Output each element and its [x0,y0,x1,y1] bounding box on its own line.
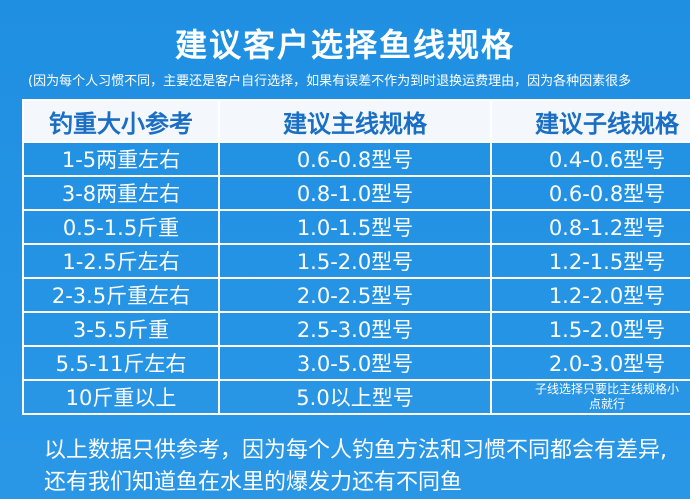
table-cell: 3.0-5.0型号 [218,345,492,381]
title: 建议客户选择鱼线规格 [174,26,515,64]
table-row: 10斤重以上 5.0以上型号 子线选择只要比主线规格小点就行 [22,379,690,415]
table-cell: 0.8-1.0型号 [218,175,492,211]
table-cell: 1-2.5斤左右 [22,243,220,279]
table-row: 3-8两重左右 0.8-1.0型号 0.6-0.8型号 [22,175,690,211]
column-header: 建议子线规格 [490,99,690,143]
table-cell: 1-5两重左右 [22,141,220,177]
header-row: 钓重大小参考 建议主线规格 建议子线规格 [22,99,690,143]
table-cell: 5.0以上型号 [218,379,492,415]
table-cell: 10斤重以上 [22,379,220,415]
column-header: 建议主线规格 [218,99,492,143]
table-cell: 2-3.5斤重左右 [22,277,220,313]
table-row: 1-2.5斤左右 1.5-2.0型号 1.2-1.5型号 [22,243,690,279]
table-cell: 子线选择只要比主线规格小点就行 [490,379,690,415]
table-cell: 0.6-0.8型号 [218,141,492,177]
table-cell: 3-8两重左右 [22,175,220,211]
table-cell: 5.5-11斤左右 [22,345,220,381]
column-header: 钓重大小参考 [22,99,220,143]
subtitle: (因为每个人习惯不同，主要还是客户自行选择，如果有误差不作为到时退换运费理由，因… [28,74,632,89]
table-cell: 0.5-1.5斤重 [22,209,220,245]
table-cell: 2.0-3.0型号 [490,345,690,381]
table-cell: 0.4-0.6型号 [490,141,690,177]
table-cell: 1.2-2.0型号 [490,277,690,313]
table-cell: 0.8-1.2型号 [490,209,690,245]
table-cell: 1.2-1.5型号 [490,243,690,279]
table-row: 3-5.5斤重 2.5-3.0型号 1.5-2.0型号 [22,311,690,347]
table-row: 0.5-1.5斤重 1.0-1.5型号 0.8-1.2型号 [22,209,690,245]
table-row: 2-3.5斤重左右 2.0-2.5型号 1.2-2.0型号 [22,277,690,313]
table-cell: 3-5.5斤重 [22,311,220,347]
table-row: 5.5-11斤左右 3.0-5.0型号 2.0-3.0型号 [22,345,690,381]
spec-table: 钓重大小参考 建议主线规格 建议子线规格 1-5两重左右 0.6-0.8型号 0.4-0… [22,99,690,415]
table-cell: 1.5-2.0型号 [490,311,690,347]
table-cell: 1.5-2.0型号 [218,243,492,279]
table-cell: 0.6-0.8型号 [490,175,690,211]
footer-line: 还有我们知道鱼在水里的爆发力还有不同鱼 [44,470,463,495]
table-row: 1-5两重左右 0.6-0.8型号 0.4-0.6型号 [22,141,690,177]
footer-line: 以上数据只供参考，因为每个人钓鱼方法和习惯不同都会有差异, [44,438,667,463]
table-cell: 2.0-2.5型号 [218,277,492,313]
table-cell: 2.5-3.0型号 [218,311,492,347]
table-cell: 1.0-1.5型号 [218,209,492,245]
